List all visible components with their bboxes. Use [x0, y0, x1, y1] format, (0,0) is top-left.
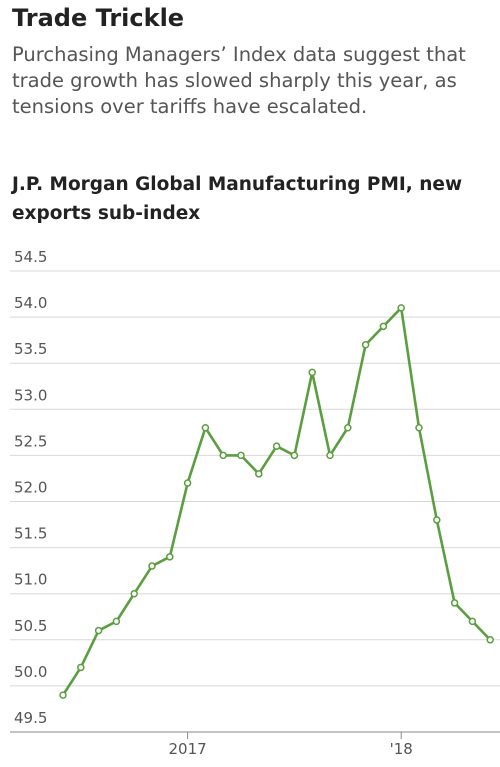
point: [344, 423, 352, 432]
point: [379, 322, 388, 331]
point: [361, 341, 370, 349]
point: [94, 626, 103, 635]
y-tick-label: 52.5: [14, 432, 47, 450]
y-tick-label: 51.0: [14, 571, 47, 589]
title: Trade Trickle: [12, 4, 185, 32]
point: [326, 451, 334, 460]
point: [468, 617, 477, 626]
y-tick-label: 54.5: [14, 248, 47, 266]
y-tick-label: 50.0: [14, 663, 47, 681]
point: [148, 562, 156, 570]
point: [397, 304, 405, 312]
point: [308, 368, 316, 377]
y-tick-label: 50.5: [14, 617, 47, 635]
point: [415, 423, 423, 432]
point: [77, 663, 85, 672]
point: [183, 479, 192, 487]
point: [272, 442, 281, 450]
subtitle: Purchasing Managers’ Index data suggest …: [12, 43, 466, 118]
y-tick-label: 53.0: [14, 386, 47, 404]
point: [166, 553, 174, 561]
point: [112, 617, 121, 626]
point: [433, 516, 441, 524]
y-tick-label: 51.5: [14, 525, 47, 543]
x-tick-label: '18: [390, 740, 413, 758]
point: [450, 599, 459, 607]
point: [486, 636, 494, 644]
y-tick-label: 53.5: [14, 340, 47, 358]
point: [237, 451, 245, 460]
point: [130, 589, 138, 598]
point: [219, 451, 227, 460]
point: [290, 451, 299, 460]
x-tick-label: 2017: [169, 740, 207, 758]
point: [201, 423, 210, 432]
y-tick-label: 54.0: [14, 294, 47, 312]
y-tick-label: 52.0: [14, 479, 47, 497]
point: [59, 691, 67, 699]
point: [255, 470, 263, 478]
y-tick-label: 49.5: [14, 709, 47, 727]
chart-title: J.P. Morgan Global Manufacturing PMI, ne…: [12, 174, 463, 224]
